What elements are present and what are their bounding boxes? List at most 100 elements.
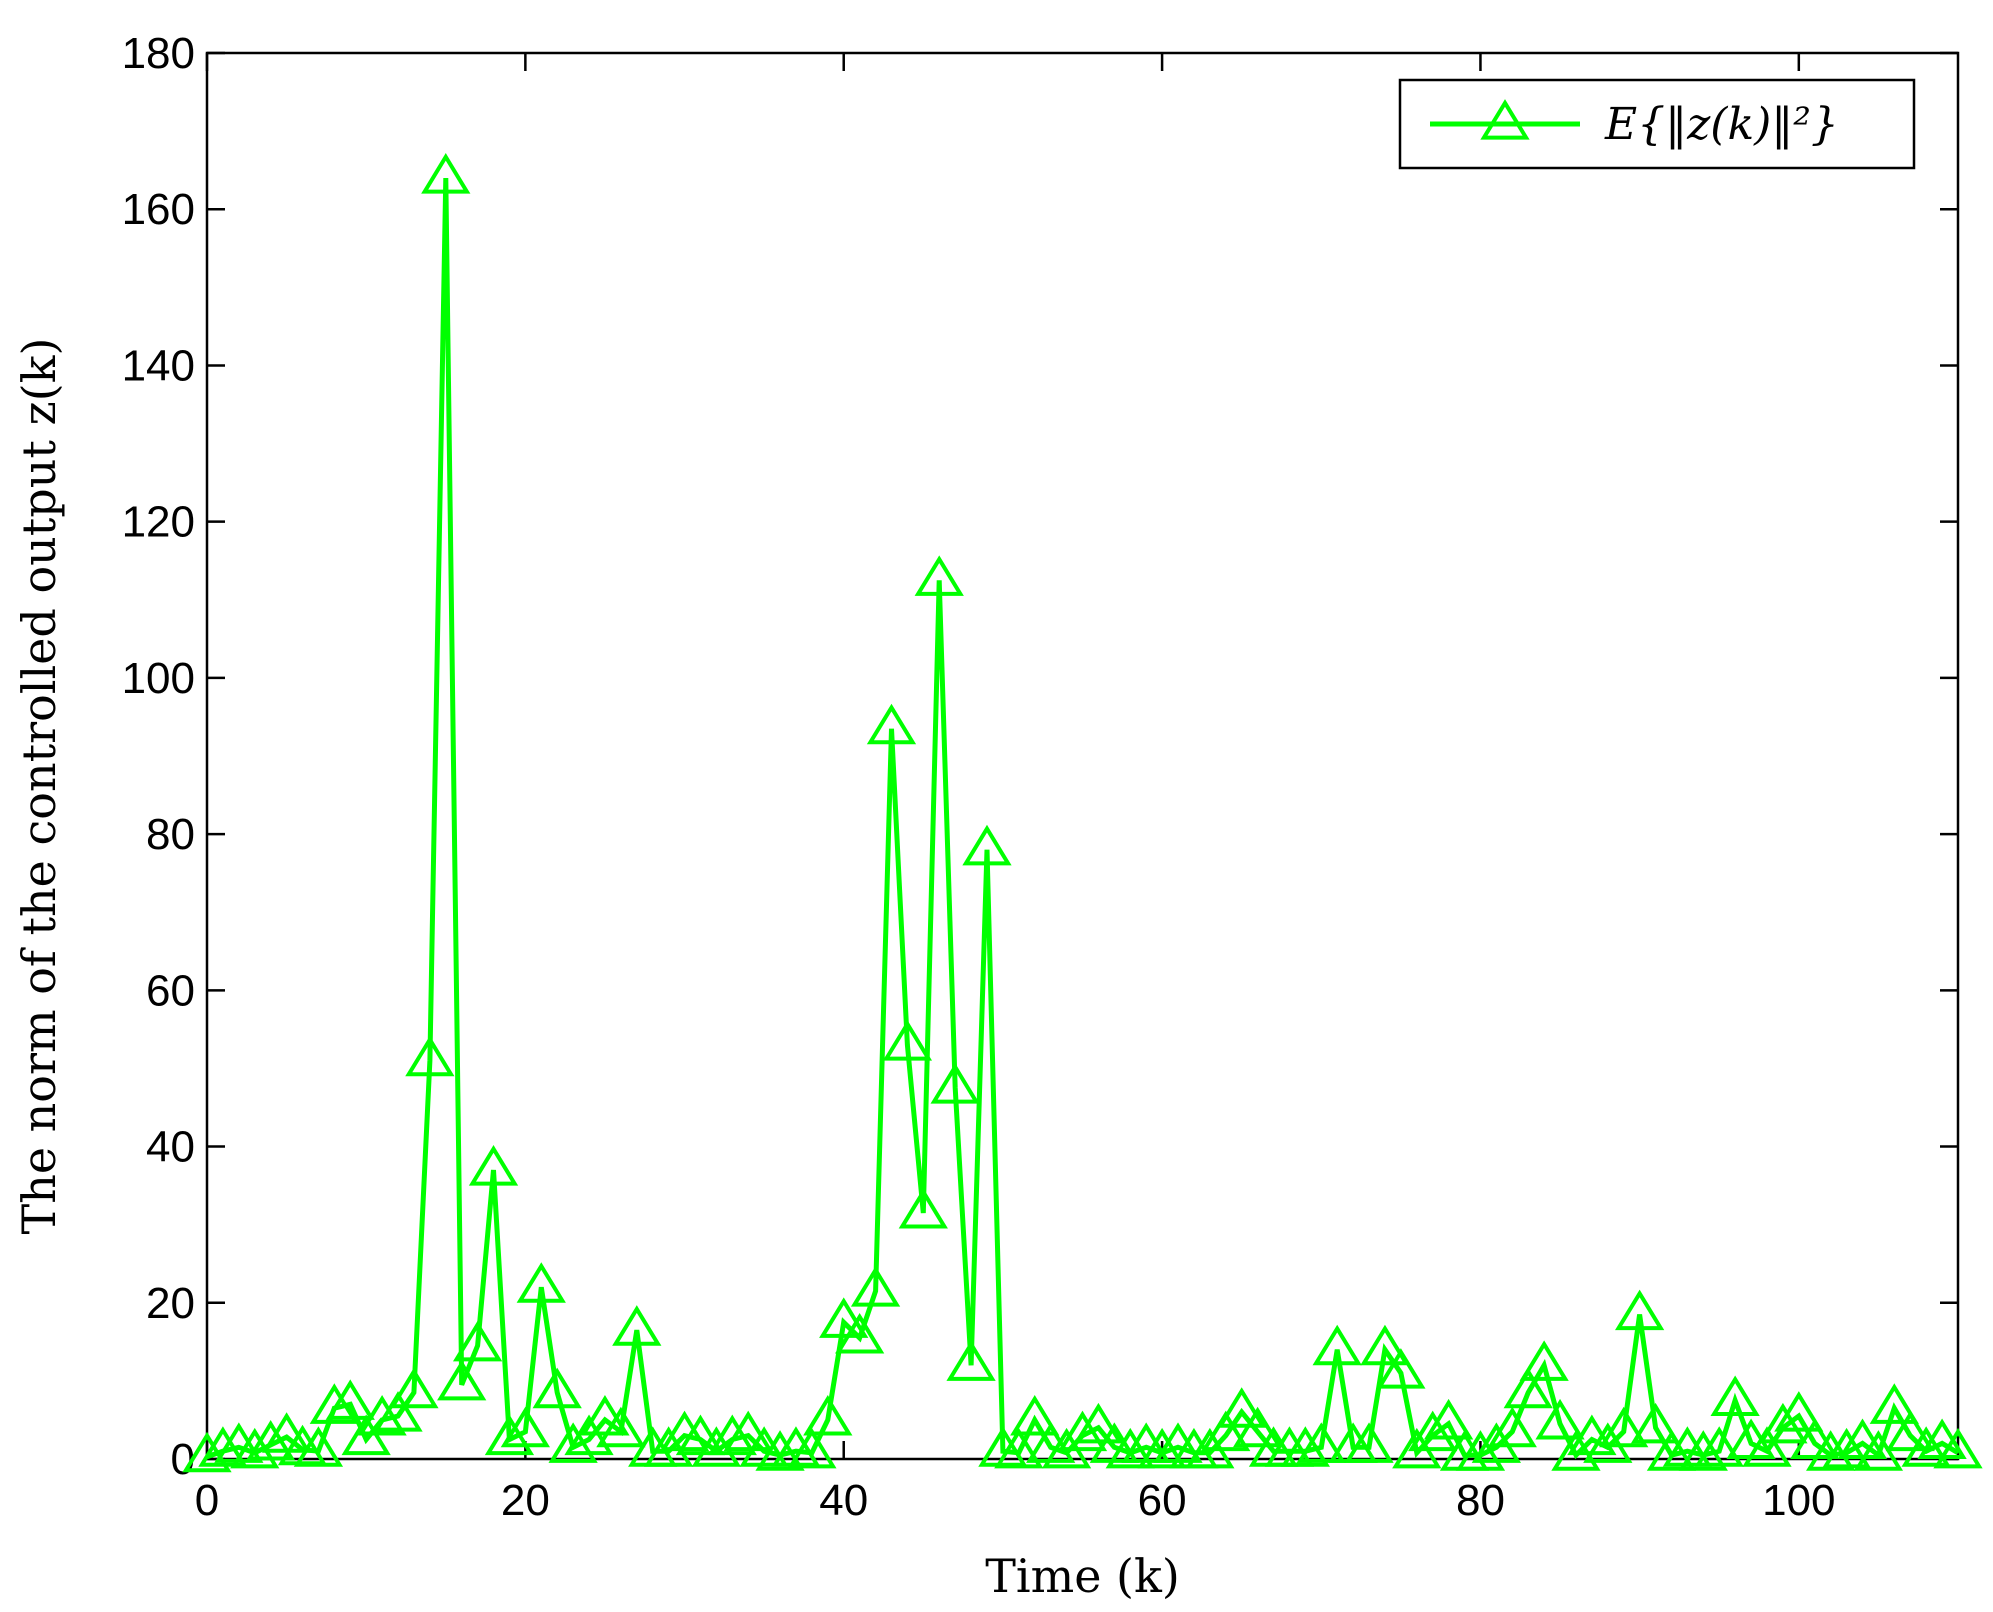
data-point-marker xyxy=(1105,1427,1155,1469)
data-point-marker xyxy=(819,1297,869,1338)
data-point-marker xyxy=(405,1035,455,1077)
data-point-marker xyxy=(421,153,471,194)
x-axis-title: Time (k) xyxy=(985,1549,1180,1603)
y-tick-label: 80 xyxy=(146,810,195,859)
series-line xyxy=(206,177,1960,1460)
data-point-marker xyxy=(1280,1426,1330,1467)
data-point-marker xyxy=(1232,1406,1283,1448)
data-point-marker xyxy=(1376,1348,1426,1389)
data-point-marker xyxy=(1758,1402,1808,1444)
series-group xyxy=(182,153,1983,1473)
data-point-marker xyxy=(325,1379,375,1420)
plot-frame xyxy=(205,51,1960,1461)
y-tick-label: 160 xyxy=(122,185,195,234)
x-tick-label: 80 xyxy=(1456,1476,1505,1525)
data-point-marker xyxy=(357,1395,407,1436)
data-point-marker xyxy=(1662,1426,1713,1467)
y-tick-label: 180 xyxy=(122,29,195,78)
y-tick-label: 100 xyxy=(122,654,195,703)
data-point-marker xyxy=(755,1430,805,1471)
data-point-marker xyxy=(930,1063,980,1104)
data-point-marker xyxy=(914,555,964,596)
data-point-marker xyxy=(1901,1426,1951,1467)
data-point-marker xyxy=(1933,1427,1983,1469)
data-point-marker xyxy=(198,1426,248,1467)
data-point-marker xyxy=(309,1383,359,1424)
x-tick-label: 0 xyxy=(195,1476,219,1525)
y-tick-label: 20 xyxy=(146,1279,195,1328)
data-point-marker xyxy=(468,1145,519,1186)
data-point-marker xyxy=(182,1431,232,1473)
data-point-marker xyxy=(787,1427,837,1469)
data-point-marker xyxy=(516,1262,566,1303)
data-point-marker xyxy=(659,1410,710,1452)
data-point-marker xyxy=(373,1391,423,1432)
data-point-marker xyxy=(1630,1402,1681,1444)
data-point-marker xyxy=(1885,1410,1935,1452)
data-point-marker xyxy=(1806,1430,1856,1471)
data-point-marker xyxy=(946,1340,996,1381)
data-point-marker xyxy=(739,1426,789,1467)
data-point-marker xyxy=(484,1414,535,1456)
data-point-marker xyxy=(1408,1410,1458,1452)
data-point-marker xyxy=(1010,1395,1060,1436)
x-tick-label: 20 xyxy=(501,1476,550,1525)
x-tick-label: 60 xyxy=(1138,1476,1187,1525)
data-point-marker xyxy=(898,1188,948,1229)
data-point-marker xyxy=(500,1406,551,1448)
data-point-marker xyxy=(1599,1406,1649,1448)
data-point-marker xyxy=(246,1420,296,1461)
data-point-marker xyxy=(866,703,917,745)
data-point-marker xyxy=(1535,1398,1585,1440)
data-point-marker xyxy=(548,1422,598,1463)
data-point-marker xyxy=(1853,1430,1904,1471)
data-point-marker xyxy=(1201,1410,1251,1452)
data-point-marker xyxy=(596,1406,646,1448)
data-point-marker xyxy=(293,1426,344,1467)
data-point-marker xyxy=(803,1395,853,1436)
data-point-marker xyxy=(1774,1391,1824,1432)
data-point-marker xyxy=(532,1367,582,1409)
data-point-marker xyxy=(452,1320,503,1362)
data-point-marker xyxy=(389,1367,439,1409)
y-tick-label: 40 xyxy=(146,1123,195,1172)
data-point-marker xyxy=(1217,1387,1267,1428)
data-point-marker xyxy=(1296,1422,1346,1463)
data-point-marker xyxy=(1423,1398,1474,1440)
data-point-marker xyxy=(1057,1410,1108,1452)
data-point-marker xyxy=(1694,1426,1744,1467)
y-tick-label: 60 xyxy=(146,966,195,1015)
data-point-marker xyxy=(1073,1402,1124,1444)
data-point-marker xyxy=(437,1359,487,1401)
data-point-marker xyxy=(850,1266,901,1307)
data-point-marker xyxy=(1821,1427,1872,1469)
data-point-marker xyxy=(1678,1430,1728,1471)
legend-marker xyxy=(1480,99,1530,140)
x-tick-label: 40 xyxy=(819,1476,868,1525)
data-point-marker xyxy=(1312,1324,1362,1366)
data-point-marker xyxy=(882,1020,933,1061)
data-point-marker xyxy=(962,824,1012,866)
legend-label: E{‖z(k)‖²} xyxy=(1604,99,1839,150)
data-point-marker xyxy=(1344,1422,1394,1463)
data-point-marker xyxy=(1360,1324,1410,1366)
data-point-marker xyxy=(612,1305,662,1346)
data-point-marker xyxy=(1503,1367,1553,1409)
data-point-marker xyxy=(1487,1406,1537,1448)
data-point-marker xyxy=(1646,1430,1697,1471)
data-point-marker xyxy=(994,1427,1044,1469)
data-point-marker xyxy=(1615,1289,1665,1331)
data-point-marker xyxy=(1519,1340,1569,1381)
y-tick-label: 140 xyxy=(122,341,195,390)
data-point-marker xyxy=(835,1312,885,1354)
y-axis-title: The norm of the controlled output z(k) xyxy=(12,338,66,1235)
legend: E{‖z(k)‖²} xyxy=(1398,78,1916,170)
y-tick-label: 120 xyxy=(122,498,195,547)
data-point-marker xyxy=(341,1414,391,1456)
data-point-marker xyxy=(1137,1427,1187,1469)
data-point-marker xyxy=(1742,1426,1792,1467)
data-point-marker xyxy=(261,1412,312,1453)
x-tick-label: 100 xyxy=(1762,1476,1835,1525)
